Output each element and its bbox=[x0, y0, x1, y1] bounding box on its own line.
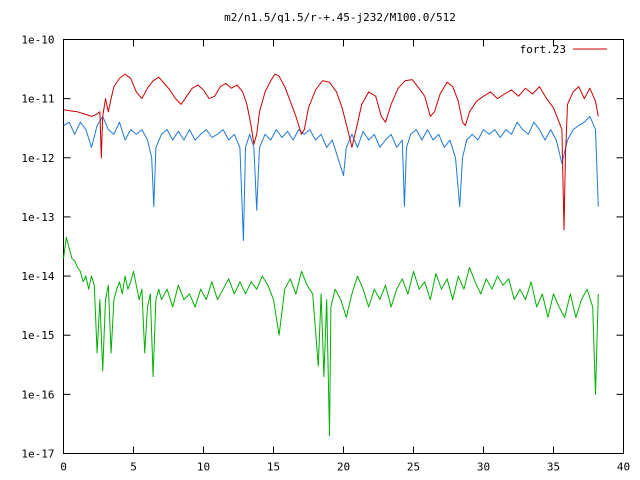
x-tick-label: 15 bbox=[267, 461, 280, 474]
y-tick-label: 1e-10 bbox=[21, 34, 54, 47]
x-axis: 0 5 10 15 20 25 30 35 40 bbox=[60, 39, 630, 474]
series-line-1 bbox=[63, 73, 599, 231]
y-tick-label: 1e-14 bbox=[21, 270, 54, 283]
x-tick-label: 30 bbox=[477, 461, 490, 474]
x-tick-label: 25 bbox=[407, 461, 420, 474]
x-tick-label: 40 bbox=[617, 461, 630, 474]
series-line-2 bbox=[63, 115, 599, 241]
y-tick-label: 1e-15 bbox=[21, 329, 54, 342]
chart-title: m2/n1.5/q1.5/r-+.45-j232/M100.0/512 bbox=[224, 11, 456, 24]
legend-label-fort-23: fort.23 bbox=[520, 43, 566, 56]
y-tick-label: 1e-17 bbox=[21, 448, 54, 461]
plot-frame bbox=[63, 39, 624, 454]
y-tick-label: 1e-16 bbox=[21, 388, 54, 401]
x-tick-label: 20 bbox=[337, 461, 350, 474]
x-tick-label: 10 bbox=[197, 461, 210, 474]
x-tick-label: 35 bbox=[547, 461, 560, 474]
series-line-3 bbox=[63, 236, 599, 437]
y-tick-label: 1e-13 bbox=[21, 211, 54, 224]
x-tick-label: 0 bbox=[60, 461, 67, 474]
y-tick-label: 1e-11 bbox=[21, 93, 54, 106]
y-tick-label: 1e-12 bbox=[21, 152, 54, 165]
y-axis: 1e-17 1e-16 1e-15 1e-14 1e-13 1e-12 1e-11 1e-10 bbox=[21, 34, 624, 461]
legend: fort.23 bbox=[520, 43, 607, 56]
x-tick-label: 5 bbox=[130, 461, 137, 474]
series-layer bbox=[63, 73, 599, 437]
